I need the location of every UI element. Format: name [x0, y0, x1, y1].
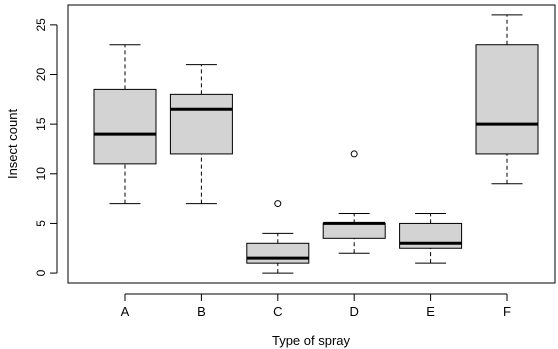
box-iqr [322, 222, 386, 239]
x-tick-label: D [350, 304, 359, 319]
box-B [169, 64, 233, 205]
x-tick-label: A [121, 304, 130, 319]
x-tick-label: E [426, 304, 435, 319]
x-axis-label: Type of spray [272, 333, 351, 348]
box-E [399, 213, 463, 264]
box-iqr [93, 88, 157, 165]
y-tick-label: 20 [34, 68, 48, 82]
box-iqr [246, 242, 310, 264]
y-tick-label: 15 [34, 117, 48, 131]
y-tick-label: 10 [34, 167, 48, 181]
outlier-point [274, 200, 282, 208]
x-axis: A B C D E F [121, 293, 511, 319]
outlier-point [350, 150, 358, 158]
boxes [93, 14, 539, 274]
y-tick-label: 5 [34, 220, 48, 227]
y-axis: 0 5 10 15 20 25 [34, 18, 58, 276]
box-D [322, 150, 386, 254]
box-iqr [475, 44, 539, 155]
y-tick-label: 25 [34, 18, 48, 32]
box-iqr [169, 93, 233, 155]
plot-frame [67, 4, 556, 284]
y-tick-label: 0 [34, 269, 48, 276]
box-A [93, 44, 157, 205]
box-F [475, 14, 539, 185]
x-tick-label: B [197, 304, 206, 319]
x-tick-label: C [273, 304, 282, 319]
y-axis-label: Insect count [5, 109, 20, 179]
x-tick-label: F [503, 304, 511, 319]
box-C [246, 200, 310, 274]
